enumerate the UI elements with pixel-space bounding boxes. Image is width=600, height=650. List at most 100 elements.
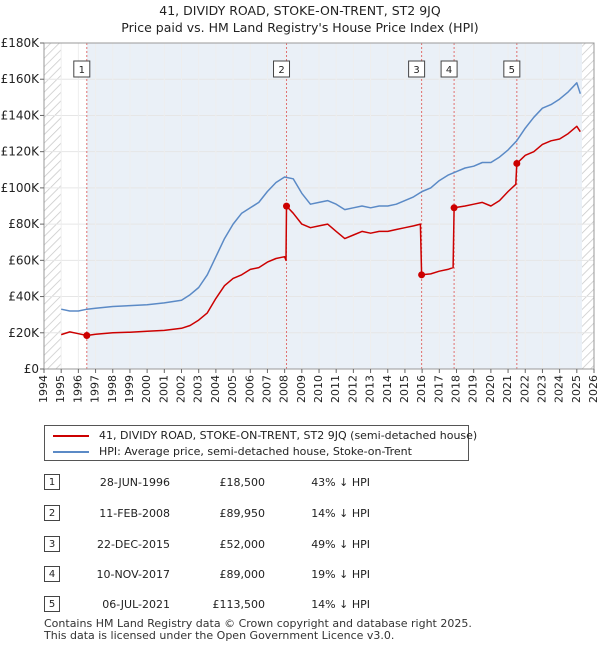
x-tick-label: 2013	[364, 375, 377, 403]
y-tick-label: £60K	[8, 253, 40, 267]
sale-date: 28-JUN-1996	[99, 476, 170, 489]
sale-number: 1	[44, 474, 60, 490]
sale-hpi-diff: 14% ↓ HPI	[311, 598, 370, 611]
x-tick-label: 2018	[450, 375, 463, 403]
ownership-shade	[86, 43, 287, 369]
property-price-line	[60, 125, 581, 337]
sale-marker-box: 4	[440, 60, 458, 78]
x-tick-label: 2005	[226, 375, 239, 403]
sale-price: £89,000	[219, 568, 266, 581]
sale-row: 4 10-NOV-2017 £89,000 19% ↓ HPI	[0, 565, 600, 585]
sale-price: £113,500	[212, 598, 266, 611]
sale-marker-label: 3	[413, 65, 419, 76]
sale-point	[450, 204, 458, 212]
sale-marker-frame	[440, 60, 458, 78]
sale-marker-box: 1	[73, 60, 91, 78]
y-tick-label: £100K	[1, 181, 41, 195]
chart-title: 41, DIVIDY ROAD, STOKE-ON-TRENT, ST2 9JQ…	[0, 2, 600, 36]
x-tick-label: 2002	[175, 375, 188, 403]
sale-date: 06-JUL-2021	[102, 598, 170, 611]
x-tick-label: 1998	[106, 375, 119, 403]
sale-point	[283, 202, 291, 210]
x-tick-label: 2024	[553, 375, 566, 403]
sale-marker-frame	[408, 60, 426, 78]
x-tick-label: 2012	[346, 375, 359, 403]
shaded-periods	[44, 43, 594, 369]
x-tick-label: 2000	[140, 375, 153, 403]
hpi-line	[61, 82, 582, 312]
sale-row: 5 06-JUL-2021 £113,500 14% ↓ HPI	[0, 595, 600, 615]
x-tick-label: 2009	[295, 375, 308, 403]
sale-number: 2	[44, 505, 60, 521]
x-tick-label: 2014	[381, 375, 394, 403]
y-tick-label: £40K	[8, 290, 40, 304]
sale-marker-label: 5	[509, 65, 515, 76]
sale-point	[83, 331, 91, 339]
sale-price: £52,000	[219, 538, 266, 551]
footer-line1: Contains HM Land Registry data © Crown c…	[44, 617, 472, 630]
x-tick-label: 2004	[209, 375, 222, 403]
series-lines	[60, 82, 582, 337]
x-tick-label: 1999	[123, 375, 136, 403]
sale-number: 4	[44, 566, 60, 582]
sale-marker-frame	[273, 60, 291, 78]
sale-date: 11-FEB-2008	[99, 507, 170, 520]
y-tick-label: £180K	[1, 36, 41, 50]
y-tick-label: £20K	[8, 326, 40, 340]
x-tick-label: 1997	[89, 375, 102, 403]
x-tick-label: 2021	[501, 375, 514, 403]
footer: Contains HM Land Registry data © Crown c…	[44, 618, 472, 642]
x-tick-label: 2022	[518, 375, 531, 403]
sale-marker-label: 1	[79, 65, 85, 76]
x-tick-label: 2011	[329, 375, 342, 403]
x-tick-label: 1994	[37, 375, 50, 403]
axes: £0 £20K £40K £60K £80K £100K £120K £140K £160K £1…	[1, 36, 600, 403]
sale-row: 1 28-JUN-1996 £18,500 43% ↓ HPI	[0, 473, 600, 493]
y-tick-label: £80K	[8, 217, 40, 231]
x-tick-label: 2015	[398, 375, 411, 403]
sale-dots	[83, 159, 521, 339]
sale-marker-boxes: 1 2 3 4 5	[73, 60, 521, 78]
sale-point	[513, 159, 521, 167]
sale-number: 5	[44, 596, 60, 612]
sale-date: 10-NOV-2017	[96, 568, 170, 581]
y-tick-label: £0	[24, 362, 39, 376]
x-tick-label: 2001	[157, 375, 170, 403]
x-tick-label: 2017	[432, 375, 445, 403]
sale-marker-frame	[503, 60, 521, 78]
sale-marker-box: 3	[408, 60, 426, 78]
sale-hpi-diff: 14% ↓ HPI	[311, 507, 370, 520]
x-tick-label: 2006	[243, 375, 256, 403]
sale-point	[418, 271, 426, 279]
ownership-shade	[286, 43, 422, 369]
sale-row: 2 11-FEB-2008 £89,950 14% ↓ HPI	[0, 504, 600, 524]
price-chart: 1 2 3 4 5 £0 £20K £40K £60K £80K £100K £120K £140K £…	[1, 36, 600, 403]
legend-swatch-property	[53, 435, 89, 437]
sale-hpi-diff: 49% ↓ HPI	[311, 538, 370, 551]
sale-price: £89,950	[219, 507, 266, 520]
hatched-period	[44, 43, 62, 369]
x-tick-label: 1995	[54, 375, 67, 403]
footer-line2: This data is licensed under the Open Gov…	[44, 629, 395, 642]
y-tick-label: £120K	[1, 145, 41, 159]
x-tick-label: 2003	[192, 375, 205, 403]
sale-date: 22-DEC-2015	[96, 538, 170, 551]
legend-label-hpi: HPI: Average price, semi-detached house,…	[99, 445, 412, 458]
legend-swatch-hpi	[53, 451, 89, 453]
sale-marker-box: 5	[503, 60, 521, 78]
y-tick-label: £140K	[1, 108, 41, 122]
sale-hpi-diff: 19% ↓ HPI	[311, 568, 370, 581]
x-tick-label: 2007	[260, 375, 273, 403]
x-tick-label: 2016	[415, 375, 428, 403]
x-tick-label: 2025	[570, 375, 583, 403]
sale-marker-label: 2	[278, 65, 284, 76]
x-tick-label: 2020	[484, 375, 497, 403]
legend-label-property: 41, DIVIDY ROAD, STOKE-ON-TRENT, ST2 9JQ…	[99, 429, 478, 442]
sale-marker-box: 2	[273, 60, 291, 78]
sale-marker-label: 4	[446, 65, 452, 76]
sale-hpi-diff: 43% ↓ HPI	[311, 476, 370, 489]
sale-marker-frame	[73, 60, 91, 78]
x-tick-label: 2008	[278, 375, 291, 403]
hatched-period	[581, 43, 594, 369]
x-tick-label: 2026	[587, 375, 600, 403]
